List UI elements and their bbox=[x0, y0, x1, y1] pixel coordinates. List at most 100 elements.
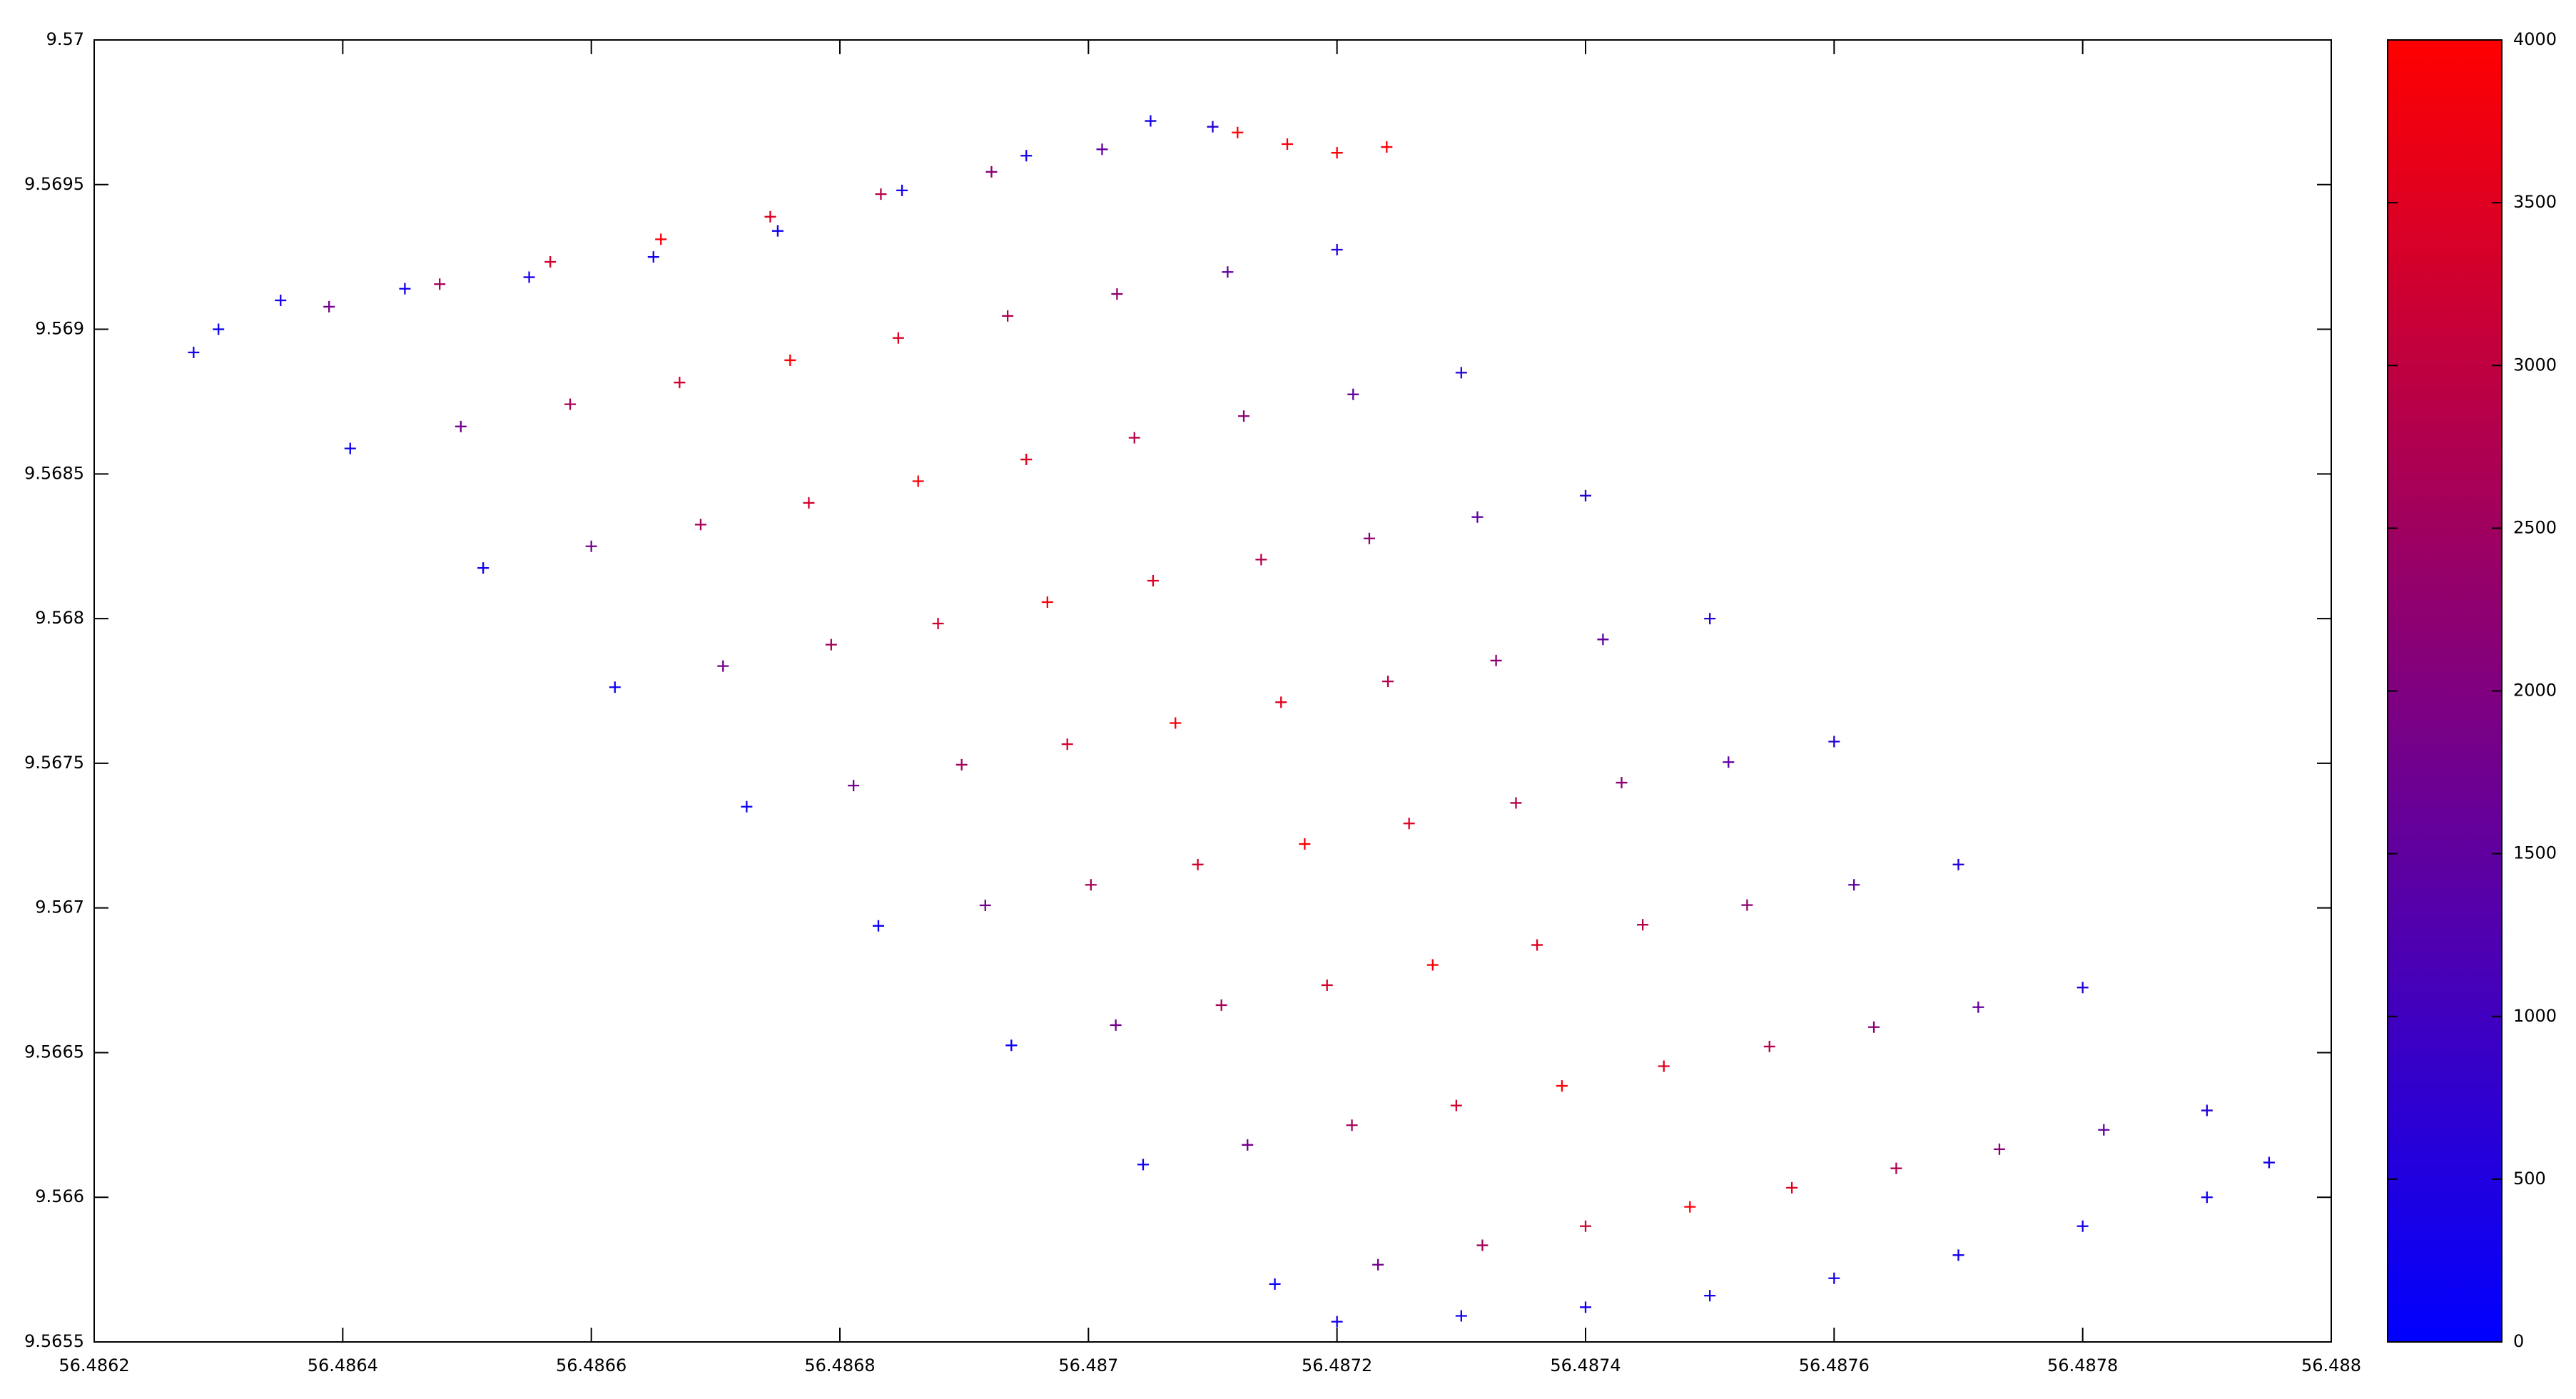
marker bbox=[213, 323, 225, 335]
marker bbox=[1242, 1139, 1254, 1151]
marker bbox=[1170, 717, 1182, 729]
marker bbox=[1580, 1301, 1591, 1313]
marker bbox=[1403, 818, 1415, 830]
marker bbox=[1510, 797, 1522, 809]
marker bbox=[1704, 1290, 1716, 1302]
marker bbox=[1972, 1001, 1984, 1013]
marker bbox=[1531, 939, 1543, 951]
marker bbox=[1471, 511, 1484, 523]
marker bbox=[979, 900, 991, 912]
x-tick-label: 56.487 bbox=[1058, 1355, 1118, 1375]
marker bbox=[1147, 574, 1159, 586]
marker bbox=[955, 758, 968, 770]
marker bbox=[1786, 1181, 1798, 1194]
marker bbox=[1363, 532, 1375, 544]
colorbar-tick-label: 1000 bbox=[2513, 1006, 2557, 1026]
marker bbox=[1222, 266, 1234, 278]
marker bbox=[2098, 1124, 2110, 1136]
x-tick-label: 56.4868 bbox=[804, 1355, 875, 1375]
x-tick-label: 56.4872 bbox=[1302, 1355, 1372, 1375]
marker bbox=[585, 540, 597, 552]
marker bbox=[1041, 596, 1053, 608]
marker bbox=[872, 920, 884, 932]
x-tick-label: 56.4866 bbox=[556, 1355, 627, 1375]
marker bbox=[1238, 410, 1250, 422]
marker bbox=[674, 377, 686, 389]
marker bbox=[1331, 244, 1343, 256]
marker bbox=[1382, 676, 1394, 688]
marker bbox=[1580, 489, 1591, 502]
marker bbox=[2201, 1191, 2213, 1204]
marker bbox=[455, 420, 467, 432]
colorbar-tick-label: 2000 bbox=[2513, 681, 2557, 701]
marker bbox=[741, 800, 753, 813]
marker bbox=[609, 681, 621, 693]
x-tick-label: 56.4876 bbox=[1799, 1355, 1870, 1375]
marker bbox=[1763, 1040, 1775, 1052]
marker bbox=[477, 562, 490, 574]
marker bbox=[985, 166, 998, 178]
marker bbox=[1616, 777, 1628, 789]
marker bbox=[1061, 738, 1073, 751]
marker bbox=[2201, 1104, 2213, 1116]
colorbar-tick-label: 4000 bbox=[2513, 29, 2557, 49]
y-tick-label: 9.568 bbox=[35, 608, 84, 628]
marker bbox=[647, 251, 659, 263]
marker bbox=[2076, 1220, 2089, 1232]
marker bbox=[764, 210, 776, 223]
marker bbox=[932, 618, 944, 630]
marker bbox=[1372, 1258, 1384, 1271]
y-tick-label: 9.5665 bbox=[24, 1042, 84, 1062]
marker bbox=[1684, 1201, 1696, 1213]
marker bbox=[275, 295, 287, 306]
marker bbox=[655, 233, 667, 245]
marker bbox=[771, 225, 784, 237]
marker bbox=[1426, 959, 1439, 971]
marker bbox=[1321, 979, 1333, 991]
marker bbox=[344, 442, 356, 454]
marker bbox=[434, 278, 446, 290]
marker bbox=[1232, 126, 1244, 138]
marker bbox=[1450, 1099, 1462, 1111]
marker bbox=[544, 256, 557, 268]
y-tick-label: 9.5685 bbox=[24, 463, 84, 483]
marker bbox=[523, 271, 535, 283]
marker bbox=[1952, 858, 1964, 870]
marker bbox=[1192, 858, 1204, 870]
marker bbox=[1658, 1060, 1670, 1072]
marker bbox=[1868, 1021, 1880, 1033]
marker bbox=[896, 184, 908, 196]
x-tick-label: 56.4878 bbox=[2047, 1355, 2118, 1375]
marker bbox=[1490, 654, 1502, 666]
marker bbox=[1828, 736, 1840, 748]
marker bbox=[1111, 288, 1123, 300]
colorbar bbox=[2387, 39, 2503, 1343]
x-tick-label: 56.4874 bbox=[1550, 1355, 1621, 1375]
colorbar-tick-label: 500 bbox=[2513, 1169, 2546, 1189]
plot-frame bbox=[93, 39, 2332, 1343]
marker bbox=[1723, 756, 1735, 768]
colorbar-tick-label: 1500 bbox=[2513, 843, 2557, 863]
marker bbox=[1020, 150, 1033, 162]
marker bbox=[1110, 1019, 1122, 1031]
marker bbox=[1347, 388, 1359, 400]
marker bbox=[717, 660, 729, 672]
marker bbox=[1128, 432, 1140, 444]
marker bbox=[1597, 634, 1609, 646]
marker bbox=[1269, 1278, 1281, 1290]
marker bbox=[1455, 367, 1467, 379]
marker bbox=[1580, 1220, 1591, 1232]
marker bbox=[323, 300, 335, 312]
x-tick-label: 56.4864 bbox=[308, 1355, 378, 1375]
marker bbox=[912, 475, 924, 487]
marker bbox=[1828, 1272, 1840, 1284]
marker bbox=[784, 354, 796, 366]
marker bbox=[1002, 310, 1014, 322]
marker bbox=[2263, 1156, 2275, 1169]
marker bbox=[825, 639, 837, 651]
marker bbox=[1137, 1159, 1149, 1171]
marker bbox=[1282, 138, 1293, 150]
marker bbox=[1455, 1310, 1467, 1322]
marker bbox=[1255, 554, 1267, 566]
